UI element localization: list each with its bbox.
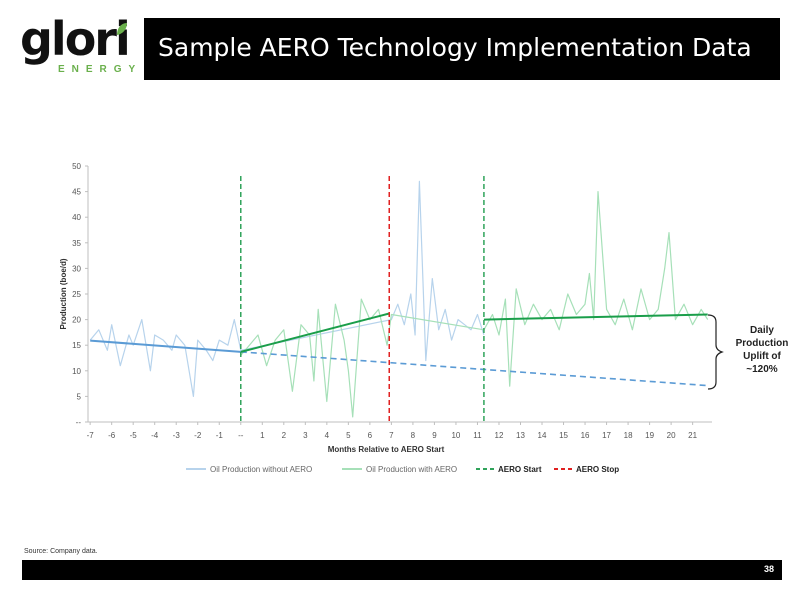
uplift-line-4: ~120% [746,364,778,375]
footer-bar: 38 [22,560,782,580]
trend-after-aero-stop [483,313,708,321]
uplift-line-1: Daily [750,325,774,336]
x-tick-label: 16 [581,431,590,440]
x-tick-label: 6 [368,431,373,440]
x-tick-label: 21 [688,431,697,440]
y-tick-label: 5 [77,392,82,401]
x-tick-label: -5 [130,431,138,440]
y-tick-label: 35 [72,239,81,248]
x-axis-title: Months Relative to AERO Start [328,445,445,454]
glori-energy-logo: glori ENERGY [20,12,135,78]
x-tick-label: -4 [151,431,159,440]
y-tick-label: 45 [72,188,81,197]
x-tick-label: 4 [325,431,330,440]
y-axis-title: Production (boe/d) [59,258,68,329]
x-tick-label: 11 [473,431,482,440]
x-tick-label: -6 [108,431,116,440]
leaf-icon [117,23,127,35]
x-tick-label: 9 [432,431,437,440]
y-tick-label: -- [76,418,82,427]
x-tick-label: 17 [602,431,611,440]
x-tick-label: 3 [303,431,308,440]
x-tick-label: 12 [495,431,504,440]
trend-with-aero [240,312,390,353]
y-tick-label: 40 [72,213,81,222]
x-tick-label: 13 [516,431,525,440]
uplift-brace [707,314,724,390]
logo-subtitle: ENERGY [58,64,143,75]
trend-without-aero [90,339,241,353]
trend-projected-dashed [240,351,708,387]
x-tick-label: 15 [559,431,568,440]
uplift-annotation: Daily Production Uplift of ~120% [724,324,800,376]
legend-label-3: AERO Stop [576,465,619,474]
uplift-line-3: Uplift of [743,351,781,362]
x-tick-label: 18 [624,431,633,440]
y-tick-label: 30 [72,264,81,273]
legend-label-2: AERO Start [498,465,542,474]
legend-label-0: Oil Production without AERO [210,465,312,474]
page-number: 38 [763,564,774,574]
y-tick-label: 15 [72,341,81,350]
page-title: Sample AERO Technology Implementation Da… [144,18,780,80]
source-note: Source: Company data. [24,548,98,555]
x-tick-label: 1 [260,431,265,440]
x-tick-label: 14 [538,431,547,440]
y-tick-label: 20 [72,316,81,325]
x-tick-label: 19 [645,431,654,440]
x-tick-label: -3 [173,431,181,440]
x-tick-label: 7 [389,431,394,440]
series-with-aero [240,191,709,418]
series-without-aero [89,180,485,397]
y-tick-label: 50 [72,162,81,171]
logo-wordmark: glori [20,12,131,66]
x-tick-label: -- [238,431,244,440]
x-tick-label: 20 [667,431,676,440]
x-tick-label: 10 [451,431,460,440]
legend-label-1: Oil Production with AERO [366,465,457,474]
y-tick-label: 10 [72,367,81,376]
uplift-line-2: Production [735,338,789,349]
y-tick-label: 25 [72,290,81,299]
x-tick-label: -7 [87,431,95,440]
x-tick-label: -1 [216,431,224,440]
x-tick-label: 8 [411,431,416,440]
x-tick-label: 5 [346,431,351,440]
x-tick-label: -2 [194,431,202,440]
x-tick-label: 2 [282,431,287,440]
